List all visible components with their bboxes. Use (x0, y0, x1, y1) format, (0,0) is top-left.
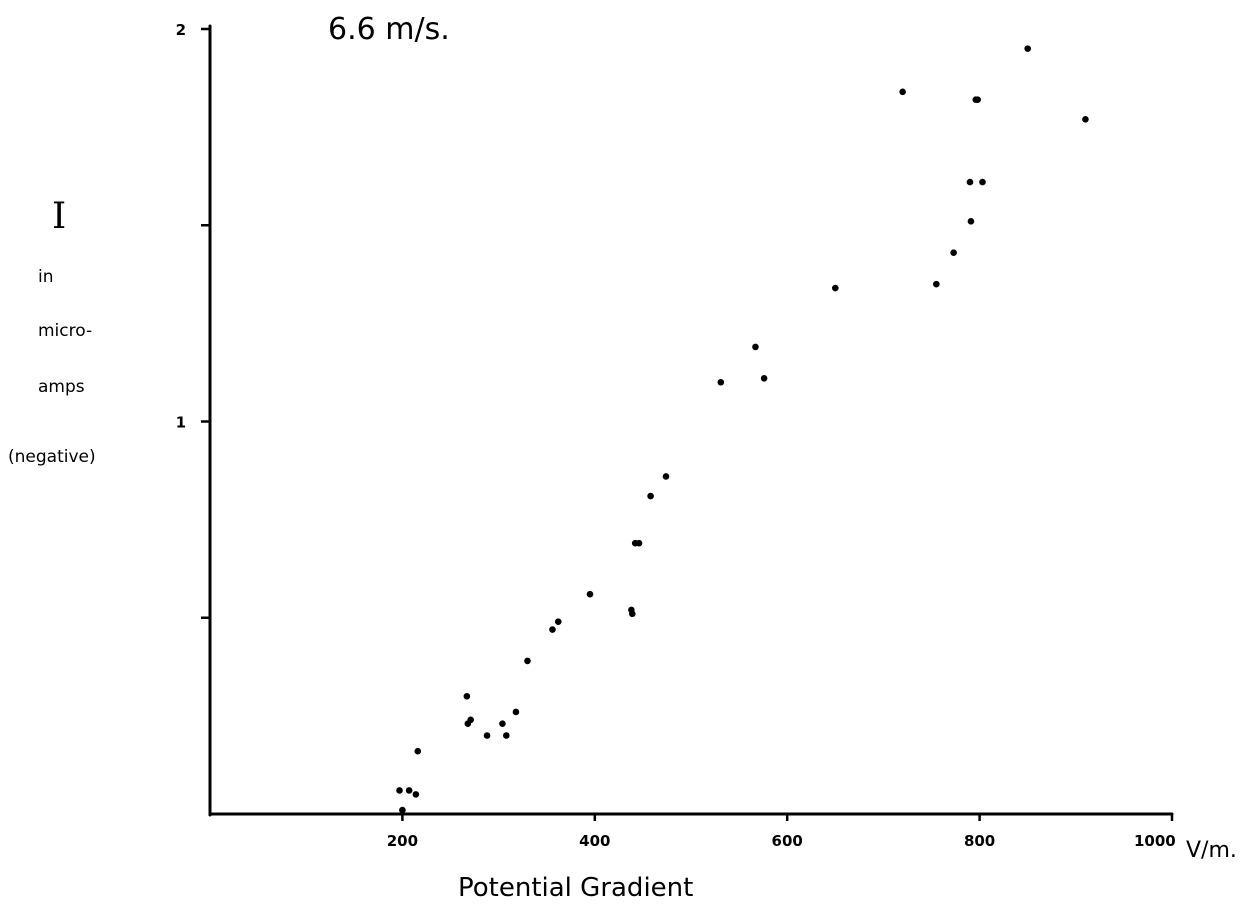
x-tick-label: 1000 (1134, 832, 1176, 850)
data-point (512, 708, 520, 716)
y-axis-label-line: I (52, 196, 66, 237)
data-point (524, 657, 531, 665)
data-point (647, 492, 654, 500)
x-tick-label: 400 (579, 832, 610, 850)
x-tick-label: 800 (964, 832, 995, 850)
data-point (635, 539, 643, 547)
data-point (752, 343, 759, 351)
y-axis-label-line: in (38, 267, 54, 287)
y-axis-label-line: (negative) (8, 447, 96, 467)
data-point (483, 732, 491, 739)
data-point (760, 375, 768, 382)
data-point (832, 284, 839, 292)
data-point (933, 280, 940, 288)
data-point (966, 178, 974, 186)
data-point (499, 720, 506, 728)
x-tick-label: 600 (772, 832, 803, 850)
data-point (1082, 115, 1089, 123)
y-tick-label: 1 (176, 414, 186, 432)
data-point (467, 716, 475, 724)
y-axis-label-line: micro- (38, 321, 92, 341)
data-point (967, 218, 975, 225)
data-point (396, 787, 403, 794)
data-points (396, 45, 1089, 814)
y-tick-label: 2 (176, 21, 186, 39)
x-axis-label: Potential Gradient (458, 873, 693, 903)
data-point (1024, 45, 1031, 52)
data-point (405, 787, 413, 794)
chart-title: 6.6 m/s. (328, 12, 450, 47)
x-tick-label: 200 (387, 832, 418, 850)
y-axis-label: Iin micro-amps (negative) (8, 196, 96, 467)
axes: 1 2 200 400 600 800 1000 (176, 21, 1176, 850)
data-point (399, 806, 406, 814)
data-point (586, 590, 594, 598)
data-point (412, 791, 420, 798)
data-point (717, 378, 725, 386)
data-point (974, 96, 981, 103)
y-axis-label-line: amps (38, 377, 85, 397)
data-point (629, 610, 636, 618)
data-point (549, 626, 556, 633)
data-point (662, 473, 670, 480)
data-point (463, 692, 471, 700)
data-point (979, 178, 986, 186)
data-point (554, 618, 562, 625)
data-point (950, 249, 957, 257)
data-point (899, 88, 906, 96)
x-axis-unit: V/m. (1186, 838, 1237, 863)
data-point (414, 747, 422, 755)
data-point (502, 732, 510, 739)
